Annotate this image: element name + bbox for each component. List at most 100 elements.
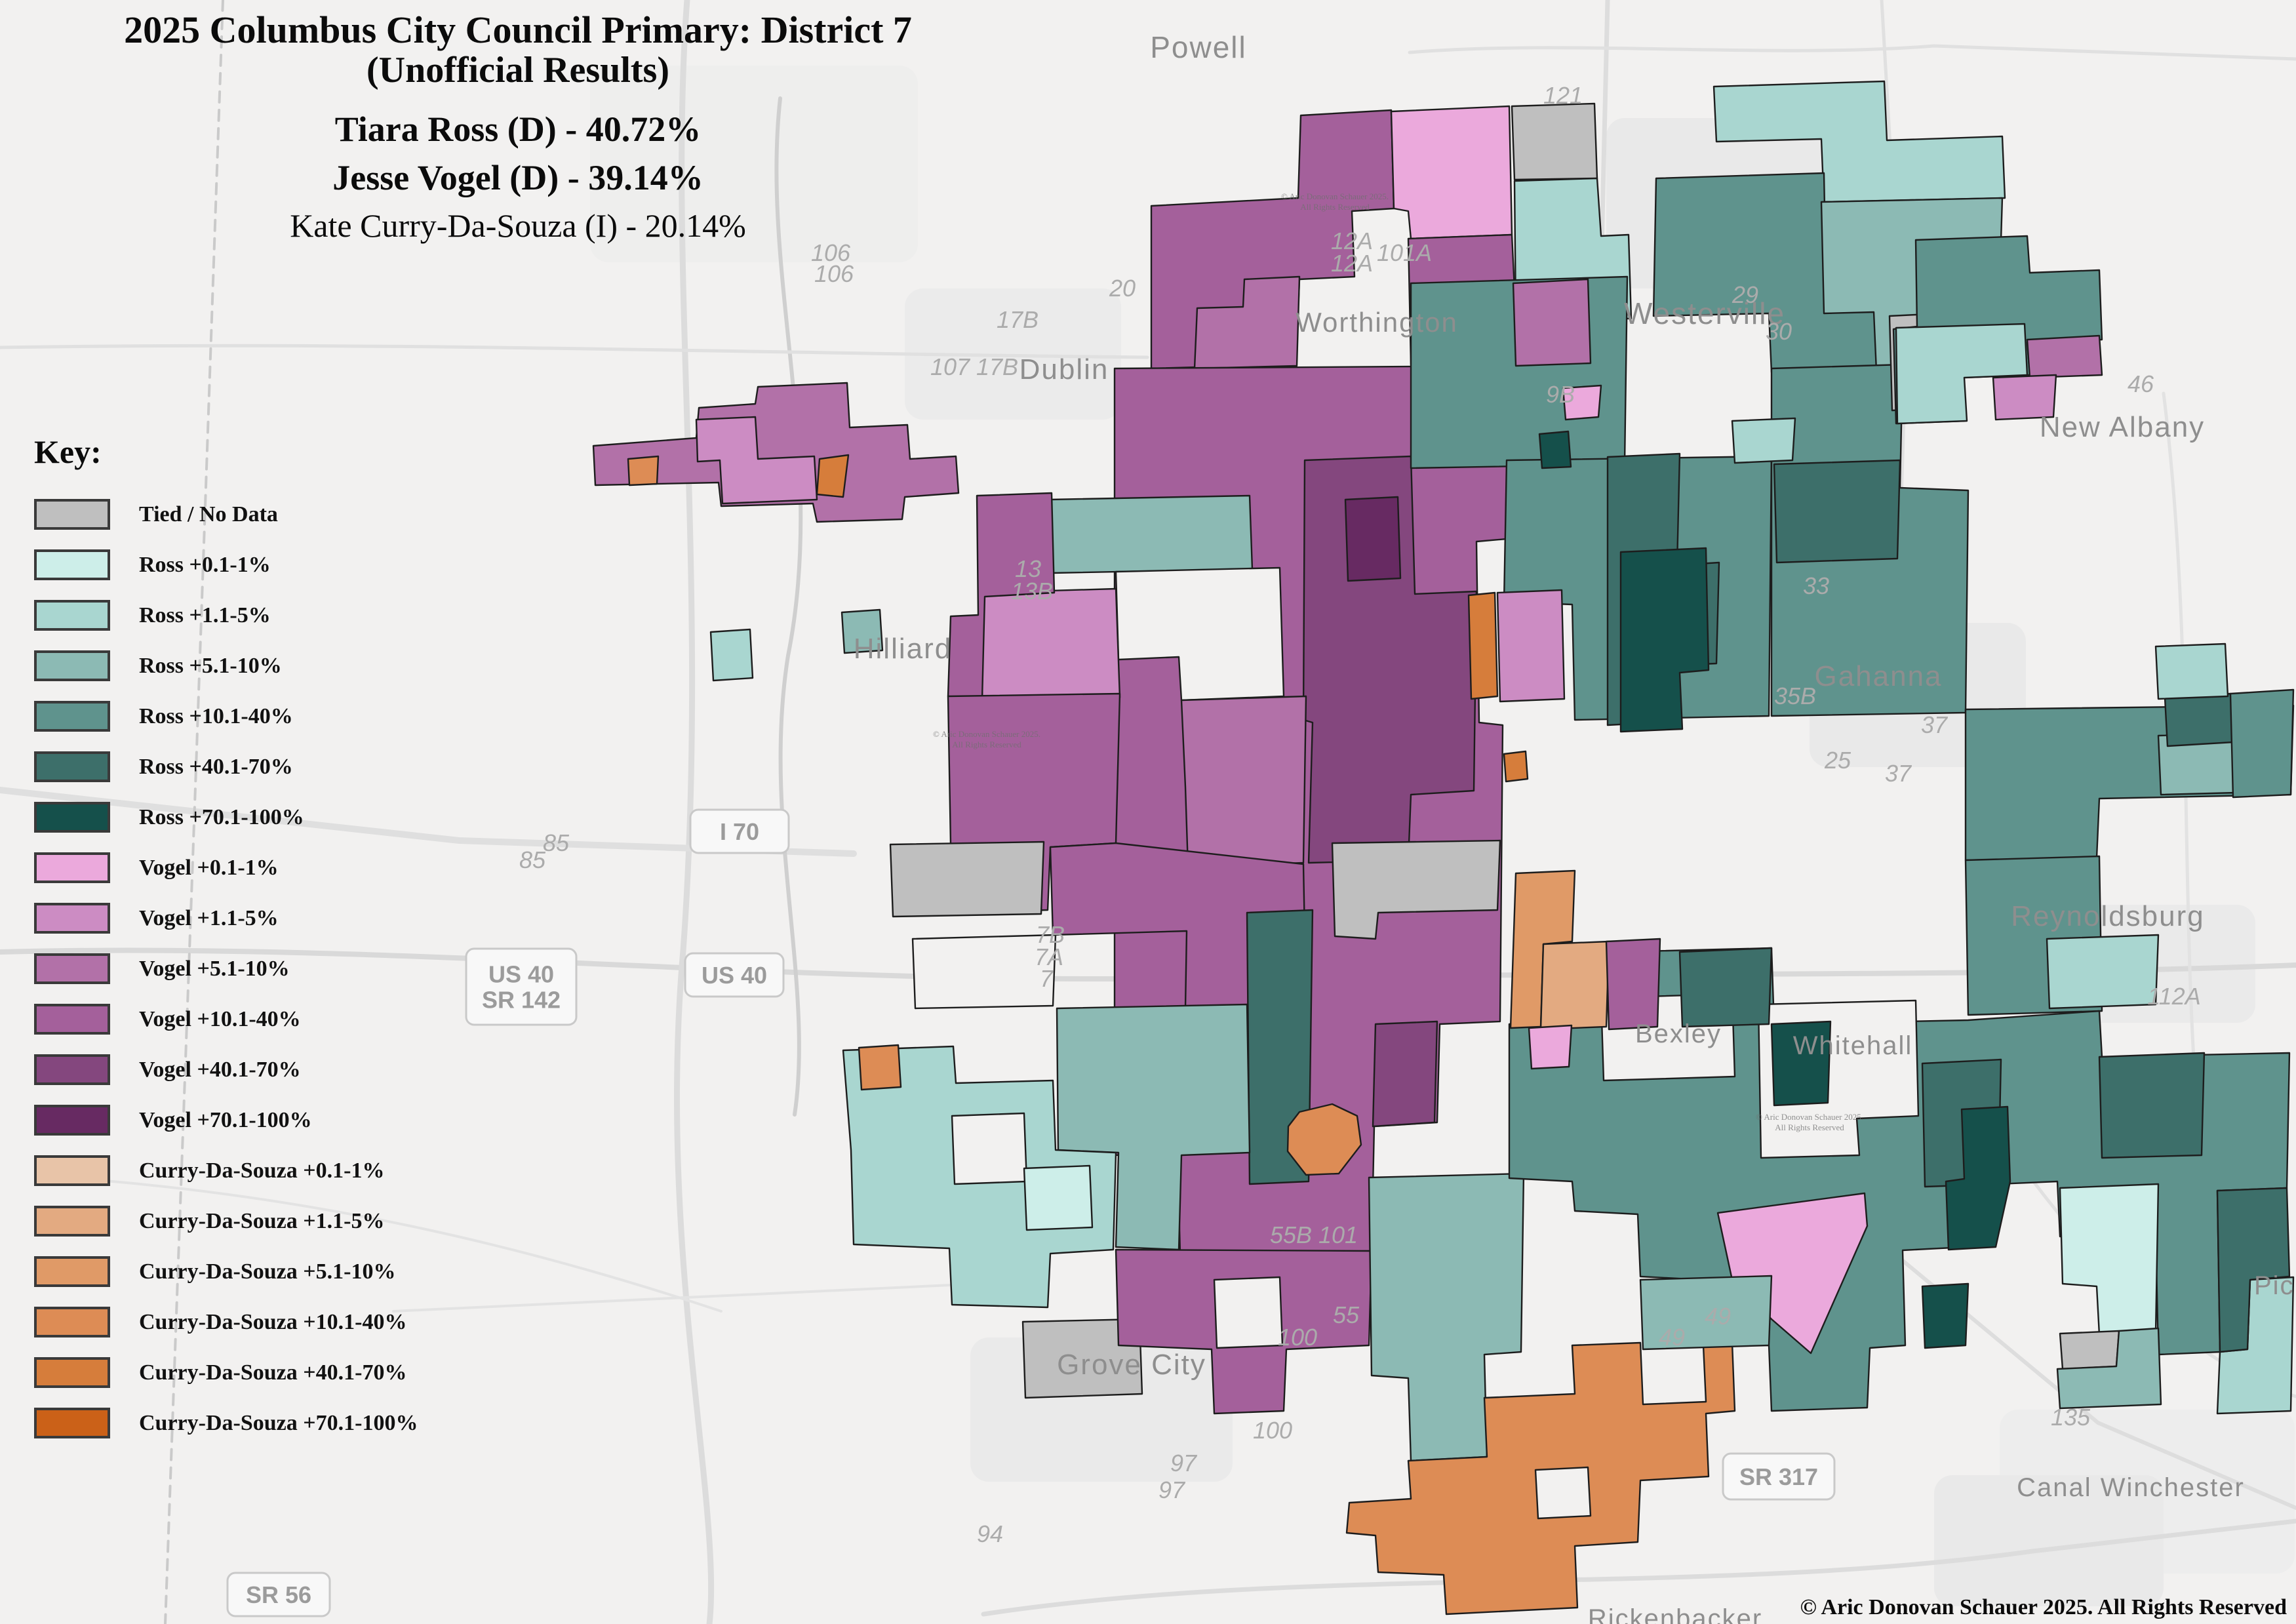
precinct-polygon [889, 841, 1045, 918]
route-shield [689, 808, 790, 854]
legend-label: Curry-Da-Souza +40.1-70% [139, 1360, 407, 1385]
route-number-label: 37 [1885, 760, 1912, 787]
precinct-polygon [1467, 591, 1499, 700]
map-watermark: All Rights Reserved [1775, 1122, 1844, 1132]
precinct-polygon [1992, 374, 2057, 421]
precinct-polygon [1619, 547, 1710, 733]
precinct-polygon [1213, 1276, 1284, 1349]
legend-swatch [34, 1004, 110, 1035]
map-watermark: © Aric Donovan Schauer 2025. [933, 729, 1040, 739]
legend-item: Ross +5.1-10% [34, 641, 418, 691]
precinct-polygon [951, 1112, 1028, 1185]
result-curry-da-souza: Kate Curry-Da-Souza (I) - 20.14% [290, 207, 746, 245]
road-line [1598, 0, 1610, 278]
legend: Key: Tied / No Data Ross +0.1-1% Ross +1.1… [34, 433, 418, 1448]
precinct-polygon [1895, 323, 2029, 425]
precinct-polygon [2059, 1330, 2120, 1370]
precinct-polygon [1331, 839, 1501, 940]
city-label: Westerville [1624, 296, 1785, 330]
route-number-label: 97 [1158, 1476, 1186, 1503]
legend-item: Vogel +10.1-40% [34, 994, 418, 1044]
route-shield-label: US 40 [488, 961, 554, 988]
legend-swatch [34, 903, 110, 934]
precinct-polygon [2098, 1052, 2206, 1159]
route-shield [465, 947, 578, 1026]
city-label: Grove City [1057, 1349, 1206, 1381]
city-label: Rickenbacker [1588, 1604, 1762, 1624]
legend-item: Curry-Da-Souza +70.1-100% [34, 1398, 418, 1448]
legend-item: Curry-Da-Souza +40.1-70% [34, 1347, 418, 1398]
route-number-label: 37 [1921, 711, 1949, 738]
urban-area-patch [590, 66, 918, 262]
legend-swatch [34, 499, 110, 530]
precinct-polygon [1512, 278, 1592, 367]
legend-item: Vogel +40.1-70% [34, 1044, 418, 1095]
legend-label: Ross +10.1-40% [139, 703, 293, 728]
legend-swatch [34, 1307, 110, 1337]
legend-label: Ross +70.1-100% [139, 804, 304, 829]
precinct-polygon [1180, 695, 1307, 868]
route-number-label: 85 [519, 846, 546, 873]
route-number-label: 7B [1036, 921, 1065, 948]
route-number-label: 25 [1824, 747, 1851, 774]
route-shield-label: SR 56 [246, 1581, 311, 1608]
precinct-polygon [1390, 105, 1513, 240]
route-number-label: 85 [543, 829, 570, 856]
page-title: 2025 Columbus City Council Primary: Dist… [124, 9, 912, 51]
precinct-polygon [1678, 947, 1773, 1028]
legend-item: Ross +70.1-100% [34, 792, 418, 842]
route-shield [1722, 1452, 1836, 1501]
legend-swatch [34, 1256, 110, 1287]
route-number-label: 55B 101 [1270, 1221, 1358, 1248]
city-label: Whitehall [1793, 1031, 1913, 1060]
legend-swatch [34, 751, 110, 782]
legend-swatch [34, 1408, 110, 1438]
route-number-label: 46 [2128, 370, 2154, 397]
precinct-polygon [2056, 1327, 2162, 1410]
legend-swatch [34, 1105, 110, 1136]
precinct-polygon [2154, 643, 2229, 700]
legend-swatch [34, 1054, 110, 1085]
legend-item: Ross +0.1-1% [34, 540, 418, 590]
legend-swatch [34, 852, 110, 883]
precinct-polygon [1921, 1282, 1969, 1349]
road-line [0, 344, 1149, 359]
route-number-label: 7A [1035, 943, 1063, 970]
legend-item: Ross +10.1-40% [34, 691, 418, 742]
result-ross: Tiara Ross (D) - 40.72% [334, 109, 702, 149]
road-line [392, 1284, 952, 1313]
precinct-polygon [1511, 102, 1598, 181]
route-number-label: 106 [814, 260, 854, 287]
precinct-polygon [709, 628, 754, 682]
route-shield-label: I 70 [720, 818, 759, 845]
legend-swatch [34, 1155, 110, 1186]
route-shield [226, 1572, 331, 1617]
legend-item: Ross +1.1-5% [34, 590, 418, 641]
precinct-polygon [911, 934, 1057, 1010]
map-watermark: All Rights Reserved [952, 740, 1021, 749]
map-watermark: © Aric Donovan Schauer 2025. [1281, 191, 1389, 201]
road-line [674, 0, 715, 1624]
route-number-label: 101A [1377, 239, 1432, 266]
route-shield-label: SR 142 [482, 986, 561, 1013]
route-number-label: 12A [1331, 228, 1373, 254]
legend-label: Ross +40.1-70% [139, 754, 293, 779]
precinct-polygon [1023, 1164, 1094, 1231]
legend-items: Tied / No Data Ross +0.1-1% Ross +1.1-5% Ro… [34, 489, 418, 1448]
city-label: New Albany [2040, 411, 2205, 443]
route-number-label: 17B [997, 306, 1039, 333]
precinct-polygon [627, 455, 660, 486]
precinct-polygon [816, 454, 850, 498]
precinct-polygon [2164, 692, 2234, 747]
city-label: Dublin [1019, 353, 1109, 386]
legend-item: Vogel +70.1-100% [34, 1095, 418, 1145]
legend-item: Curry-Da-Souza +1.1-5% [34, 1196, 418, 1246]
city-label: Powell [1150, 30, 1247, 64]
legend-label: Ross +0.1-1% [139, 552, 271, 577]
route-number-label: 135 [2051, 1404, 2091, 1431]
precinct-polygon [1712, 80, 2006, 203]
route-number-label: 49 [1659, 1324, 1685, 1351]
legend-label: Vogel +0.1-1% [139, 855, 279, 880]
precinct-polygon [841, 608, 884, 654]
route-number-label: 112A [2147, 983, 2200, 1010]
